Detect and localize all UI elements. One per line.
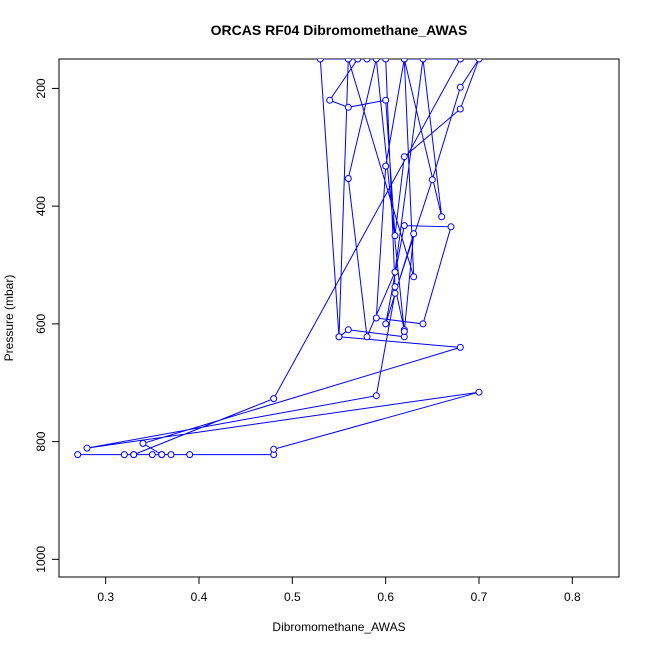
data-layer xyxy=(74,59,483,459)
data-point xyxy=(410,273,418,281)
data-point xyxy=(363,333,371,341)
data-point xyxy=(344,175,352,182)
x-tick-label: 0.3 xyxy=(97,590,114,604)
data-point xyxy=(270,445,278,453)
x-tick-label: 0.6 xyxy=(377,590,394,604)
data-point xyxy=(400,153,408,161)
data-point xyxy=(391,289,399,297)
data-point xyxy=(158,451,166,459)
y-tick-label: 200 xyxy=(34,78,48,98)
plot-frame xyxy=(58,58,620,578)
data-point xyxy=(382,96,390,104)
data-point xyxy=(344,103,352,111)
data-point xyxy=(316,59,324,63)
data-point xyxy=(83,444,91,452)
data-point xyxy=(438,213,446,221)
y-axis: 200 400 600 800 1000 xyxy=(34,78,60,573)
x-axis: 0.3 0.4 0.5 0.6 0.7 0.8 xyxy=(97,576,581,604)
data-point xyxy=(382,59,390,63)
data-point xyxy=(74,451,82,459)
data-point xyxy=(120,451,128,459)
data-point xyxy=(186,451,194,459)
data-point xyxy=(335,333,343,341)
data-point xyxy=(475,59,483,63)
x-axis-label: Dibromomethane_AWAS xyxy=(272,620,405,634)
data-point xyxy=(400,328,408,335)
data-point xyxy=(382,320,390,328)
data-point xyxy=(456,343,464,351)
series-line xyxy=(77,59,480,456)
data-point xyxy=(130,451,138,459)
data-point xyxy=(372,392,380,400)
data-point xyxy=(391,268,399,276)
data-point xyxy=(354,59,362,63)
data-point xyxy=(419,59,427,63)
data-point xyxy=(372,59,380,63)
x-tick-label: 0.5 xyxy=(284,590,301,604)
data-point xyxy=(456,105,464,113)
data-point xyxy=(456,59,464,63)
data-point xyxy=(400,59,408,63)
data-point xyxy=(391,283,399,291)
y-tick-label: 400 xyxy=(34,196,48,216)
data-point xyxy=(326,96,334,104)
data-point xyxy=(475,388,483,396)
data-point xyxy=(148,451,156,459)
data-point xyxy=(167,451,175,459)
data-point xyxy=(344,326,352,334)
data-point xyxy=(382,162,390,170)
y-tick-label: 600 xyxy=(34,314,48,334)
data-point xyxy=(139,439,147,447)
x-tick-label: 0.4 xyxy=(191,590,208,604)
x-tick-label: 0.7 xyxy=(471,590,488,604)
data-point xyxy=(410,230,418,238)
data-point xyxy=(363,59,371,63)
data-point xyxy=(419,320,427,328)
data-point xyxy=(456,83,464,91)
data-point xyxy=(428,176,436,184)
y-tick-label: 800 xyxy=(34,431,48,451)
data-point xyxy=(270,395,278,403)
x-tick-label: 0.8 xyxy=(564,590,581,604)
data-point xyxy=(447,223,455,231)
chart-title: ORCAS RF04 Dibromomethane_AWAS xyxy=(211,22,468,38)
data-point xyxy=(372,314,380,322)
y-tick-label: 1000 xyxy=(34,546,48,573)
data-point xyxy=(400,222,408,230)
y-axis-label: Pressure (mbar) xyxy=(2,275,16,362)
data-point xyxy=(344,59,352,63)
data-point xyxy=(391,232,399,240)
